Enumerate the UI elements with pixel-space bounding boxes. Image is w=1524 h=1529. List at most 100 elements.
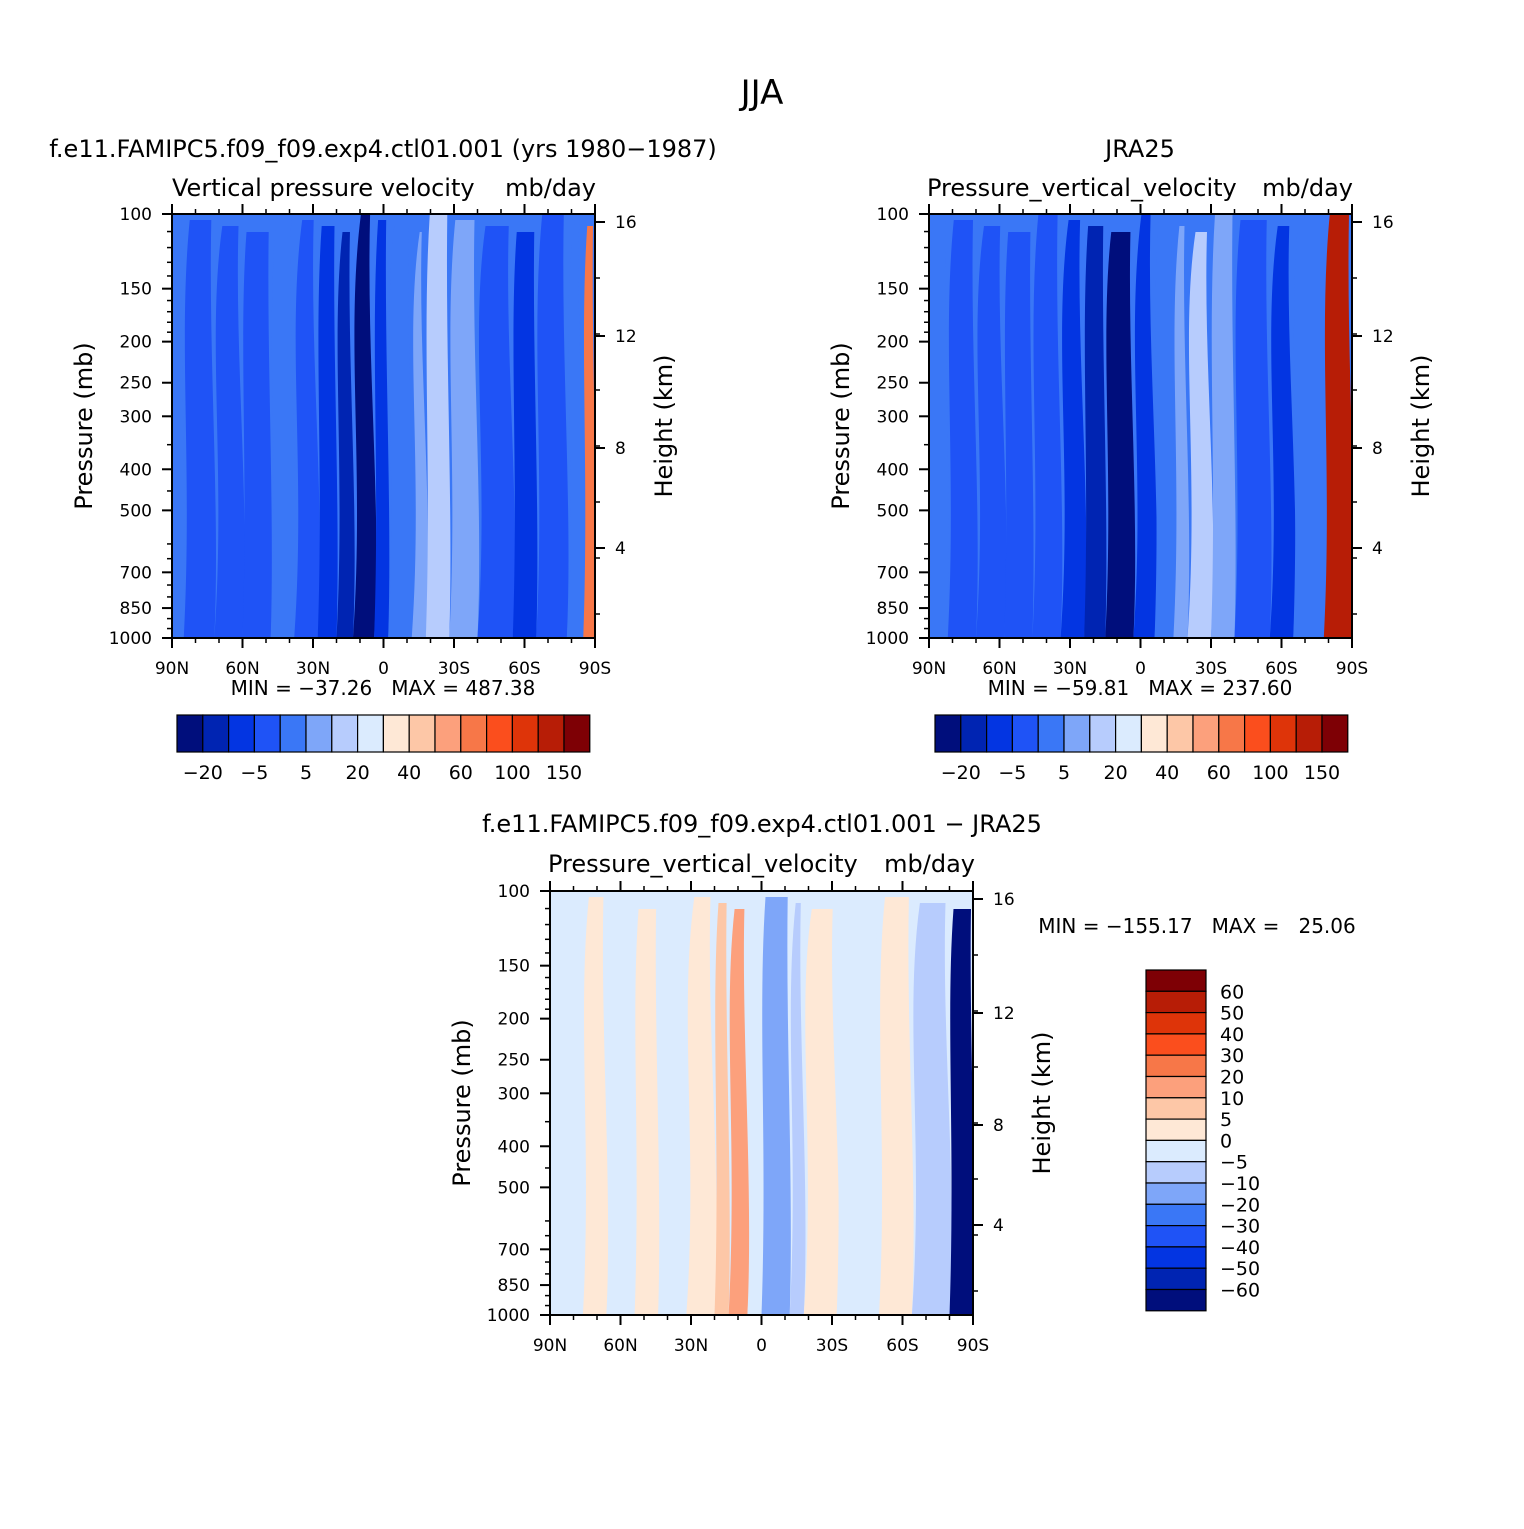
contour-band (1187, 232, 1214, 638)
colorbar-swatch (1166, 714, 1194, 753)
colorbar-swatch (1269, 714, 1297, 753)
lat-tick-label: 90N (155, 659, 189, 679)
obs-colorbar: −20 −5 5 20 40 60 100 150 (934, 714, 1349, 784)
pressure-tick-label: 1000 (866, 629, 909, 649)
height-tick-label: 8 (1372, 439, 1383, 459)
pressure-tick-label: 150 (877, 280, 909, 300)
contour-band (1105, 232, 1136, 638)
contour-band (512, 232, 538, 638)
lat-tick-label: 0 (756, 1336, 767, 1356)
pressure-tick-label: 300 (498, 1084, 530, 1104)
colorbar-swatch (1145, 1246, 1207, 1269)
colorbar-swatch (1321, 714, 1349, 753)
colorbar-swatch (279, 714, 307, 753)
panel-diff-units: mb/day (884, 850, 975, 878)
pressure-tick-label: 200 (120, 333, 152, 353)
contour-band (425, 214, 451, 638)
y-axis-label: Pressure (mb) (70, 342, 98, 509)
panel-obs-variable: Pressure_vertical_velocity (927, 174, 1237, 202)
contour-band (976, 226, 1007, 638)
pressure-tick-label: 150 (498, 957, 530, 977)
colorbar-label: −5 (240, 762, 268, 784)
contour-band (477, 226, 516, 638)
obs-contour-plot (929, 214, 1352, 638)
contour-band (214, 226, 245, 638)
height-tick-label: 12 (615, 327, 637, 347)
colorbar-label: 5 (1058, 762, 1070, 784)
contour-band (566, 220, 586, 638)
contour-band (582, 897, 609, 1315)
colorbar-label: 40 (1155, 762, 1179, 784)
colorbar-swatch (460, 714, 488, 753)
panel-model-minmax: MIN = −37.26 MAX = 487.38 (231, 676, 536, 700)
colorbar-swatch (486, 714, 514, 753)
panel-obs-title: JRA25 (1103, 135, 1175, 163)
height-tick-label: 8 (993, 1116, 1004, 1136)
colorbar-swatch (985, 714, 1013, 753)
pressure-tick-label: 700 (498, 1240, 530, 1260)
y-axis-label: Pressure (mb) (448, 1019, 476, 1186)
colorbar-swatch (1145, 1118, 1207, 1141)
colorbar-label: −30 (1220, 1216, 1260, 1238)
colorbar-label: −5 (998, 762, 1026, 784)
colorbar-swatch (434, 714, 462, 753)
lat-tick-label: 60N (225, 659, 259, 679)
colorbar-swatch (1145, 1054, 1207, 1078)
colorbar-swatch (331, 714, 359, 753)
contour-band (1211, 214, 1236, 638)
lat-tick-label: 30N (1053, 659, 1087, 679)
height-tick-label: 4 (615, 539, 626, 559)
contour-band (789, 903, 806, 1315)
contour-band (803, 909, 839, 1315)
colorbar-label: −10 (1220, 1173, 1260, 1195)
contour-band (949, 909, 973, 1315)
colorbar-swatch (357, 714, 385, 753)
colorbar-swatch (253, 714, 281, 753)
colorbar-label: 60 (449, 762, 473, 784)
lat-tick-label: 30N (296, 659, 330, 679)
height-tick-label: 16 (993, 890, 1015, 910)
colorbar-label: 30 (1220, 1045, 1244, 1067)
pressure-tick-label: 100 (120, 205, 152, 225)
y-axis-label: Pressure (mb) (827, 342, 855, 509)
lat-tick-label: 90S (579, 659, 611, 679)
colorbar-label: 20 (346, 762, 370, 784)
lat-tick-label: 90N (912, 659, 946, 679)
height-tick-label: 12 (1372, 327, 1394, 347)
lat-tick-label: 30N (674, 1336, 708, 1356)
pressure-tick-label: 500 (498, 1178, 530, 1198)
colorbar-swatch (1192, 714, 1220, 753)
contour-band (374, 220, 390, 638)
colorbar-swatch (1145, 1161, 1207, 1184)
colorbar-label: 100 (494, 762, 530, 784)
contour-band (1173, 226, 1190, 638)
colorbar-swatch (1145, 1288, 1207, 1312)
colorbar-swatch (1140, 714, 1168, 753)
pressure-tick-label: 150 (120, 280, 152, 300)
height-tick-label: 4 (993, 1216, 1004, 1236)
colorbar-swatch (202, 714, 230, 753)
colorbar-label: 5 (1220, 1109, 1232, 1131)
colorbar-label: 60 (1207, 762, 1231, 784)
pressure-tick-label: 250 (498, 1051, 530, 1071)
contour-band (242, 232, 272, 638)
contour-band (836, 891, 881, 1315)
colorbar-swatch (1218, 714, 1246, 753)
contour-band (270, 214, 296, 638)
colorbar-label: 50 (1220, 1003, 1244, 1025)
contour-band (550, 891, 585, 1315)
colorbar-label: 20 (1220, 1067, 1244, 1089)
contour-band (1060, 220, 1087, 638)
pressure-tick-label: 850 (120, 599, 152, 619)
colorbar-label: 150 (546, 762, 582, 784)
lat-tick-label: 90S (957, 1336, 989, 1356)
lat-tick-label: 0 (1135, 659, 1146, 679)
pressure-tick-label: 300 (877, 407, 909, 427)
contour-band (388, 226, 414, 638)
panel-diff-variable: Pressure_vertical_velocity (548, 850, 858, 878)
colorbar-swatch (1145, 1224, 1207, 1248)
pressure-tick-label: 250 (877, 374, 909, 394)
pressure-tick-label: 850 (498, 1276, 530, 1296)
